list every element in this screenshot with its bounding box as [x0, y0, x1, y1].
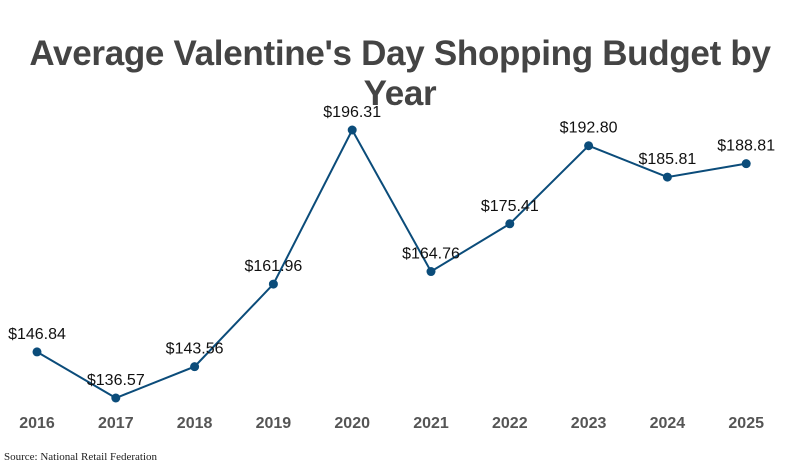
data-point-2024: [662, 172, 672, 182]
x-tick-2020: 2020: [334, 415, 370, 432]
x-tick-2022: 2022: [492, 415, 528, 432]
data-label-2022: $175.41: [481, 198, 539, 215]
data-point-2023: [584, 141, 594, 151]
data-point-2019: [268, 279, 278, 289]
data-label-2020: $196.31: [323, 104, 381, 121]
x-tick-2024: 2024: [650, 415, 686, 432]
x-tick-2025: 2025: [728, 415, 764, 432]
data-label-2021: $164.76: [402, 246, 460, 263]
data-markers: [32, 125, 751, 403]
x-tick-2019: 2019: [256, 415, 292, 432]
data-point-2025: [741, 159, 751, 169]
data-label-2018: $143.56: [166, 341, 224, 358]
data-point-2016: [32, 347, 42, 357]
data-labels: $146.84 $136.57 $143.56 $161.96 $196.31 $164.…: [8, 104, 775, 389]
data-label-2024: $185.81: [638, 151, 696, 168]
data-label-2017: $136.57: [87, 372, 145, 389]
x-tick-2017: 2017: [98, 415, 134, 432]
data-label-2019: $161.96: [244, 258, 302, 275]
data-label-2016: $146.84: [8, 326, 66, 343]
x-tick-2018: 2018: [177, 415, 213, 432]
x-tick-2016: 2016: [19, 415, 55, 432]
x-tick-2023: 2023: [571, 415, 607, 432]
data-point-2017: [111, 393, 121, 403]
data-point-2020: [347, 125, 357, 135]
chart-title: Average Valentine's Day Shopping Budget …: [29, 34, 771, 113]
data-point-2022: [505, 219, 515, 229]
source-note: Source: National Retail Federation: [4, 451, 158, 463]
series-line: [36, 127, 747, 400]
data-label-2023: $192.80: [560, 120, 618, 137]
budget-line: [36, 127, 747, 400]
data-label-2025: $188.81: [717, 138, 775, 155]
data-point-2018: [190, 362, 200, 372]
data-point-2021: [426, 267, 436, 277]
x-tick-2021: 2021: [413, 415, 449, 432]
x-axis-tick-labels: 2016 2017 2018 2019 2020 2021 2022 2023 2024 2025: [19, 415, 764, 432]
